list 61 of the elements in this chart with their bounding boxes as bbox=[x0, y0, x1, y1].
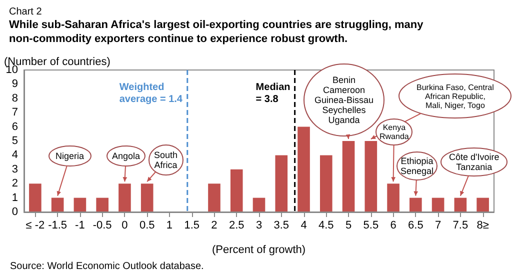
bar bbox=[230, 169, 243, 212]
annotation: Nigeria bbox=[56, 151, 84, 161]
x-tick-label: 1.5 bbox=[184, 220, 200, 232]
y-tick-label: 7 bbox=[12, 106, 18, 119]
annotation: Angola bbox=[112, 151, 140, 161]
x-tick-label: -1 bbox=[75, 220, 85, 232]
x-tick-label: 4.5 bbox=[318, 220, 334, 232]
bar bbox=[342, 141, 355, 212]
x-tick-label: 0 bbox=[122, 220, 128, 232]
x-tick-label: -1.5 bbox=[48, 220, 68, 232]
x-tick-label: 8≥ bbox=[476, 220, 489, 232]
bar bbox=[118, 184, 131, 212]
annotation: Ethiopia Senegal bbox=[400, 156, 434, 176]
x-tick-label: ≤ -2 bbox=[26, 220, 45, 232]
annotation: Burkina Faso, Central African Republic, Mali, Niger, Togo bbox=[416, 82, 494, 110]
y-tick-label: 4 bbox=[12, 149, 18, 162]
y-tick-label: 3 bbox=[12, 163, 18, 176]
x-tick-label: 0.5 bbox=[139, 220, 155, 232]
y-tick-label: 1 bbox=[12, 192, 18, 204]
ref-line-label: Median = 3.8 bbox=[256, 82, 290, 106]
x-tick-label: 3.5 bbox=[274, 220, 290, 232]
chart-subtitle: While sub-Saharan Africa's largest oil-exporting countries are struggling, many non-commodity exporters continue to experience robust growth. bbox=[9, 19, 426, 45]
bar bbox=[208, 184, 220, 212]
bar bbox=[387, 184, 400, 212]
annotation: South Africa bbox=[154, 150, 178, 170]
x-tick-label: 7 bbox=[434, 220, 442, 232]
bar bbox=[432, 198, 444, 212]
x-tick-label: 3 bbox=[256, 220, 262, 232]
y-tick-label: 2 bbox=[12, 178, 18, 190]
bar bbox=[252, 198, 266, 212]
x-tick-label: 5.5 bbox=[363, 220, 379, 232]
bar bbox=[364, 141, 378, 212]
y-tick-label: 0 bbox=[12, 206, 18, 218]
y-tick-label: 9 bbox=[12, 78, 18, 90]
x-tick-label: 6 bbox=[390, 220, 396, 232]
x-axis-title: (Percent of growth) bbox=[212, 244, 306, 256]
x-tick-label: 2 bbox=[211, 220, 218, 232]
x-tick-label: 2.5 bbox=[228, 220, 244, 232]
chart-title: Chart 2 bbox=[9, 6, 42, 18]
y-tick-label: 6 bbox=[12, 120, 18, 133]
bar bbox=[320, 155, 332, 212]
x-tick-label: 6.5 bbox=[408, 220, 424, 232]
bar bbox=[74, 198, 86, 212]
bar bbox=[96, 198, 108, 212]
annotation: Côte d'Ivoire Tanzania bbox=[449, 152, 500, 172]
x-tick-label: -0.5 bbox=[92, 220, 112, 232]
x-tick-label: 1 bbox=[166, 220, 173, 232]
y-tick-label: 8 bbox=[12, 92, 18, 104]
bar bbox=[298, 126, 310, 212]
y-tick-label: 5 bbox=[12, 135, 18, 147]
annotation: Benin Cameroon Guinea-Bissau Seychelles Uganda bbox=[314, 75, 374, 125]
source-note: Source: World Economic Outlook database. bbox=[10, 260, 204, 272]
ref-line-label: Weighted average = 1.4 bbox=[119, 82, 182, 106]
x-tick-label: 7.5 bbox=[452, 220, 468, 232]
bar bbox=[275, 155, 288, 212]
annotation: Kenya Rwanda bbox=[380, 123, 409, 141]
y-axis-title: (Number of countries) bbox=[4, 56, 110, 68]
bar bbox=[476, 198, 489, 212]
x-tick-label: 5 bbox=[345, 220, 352, 232]
x-tick-label: 4 bbox=[300, 220, 307, 232]
bar bbox=[29, 184, 42, 212]
